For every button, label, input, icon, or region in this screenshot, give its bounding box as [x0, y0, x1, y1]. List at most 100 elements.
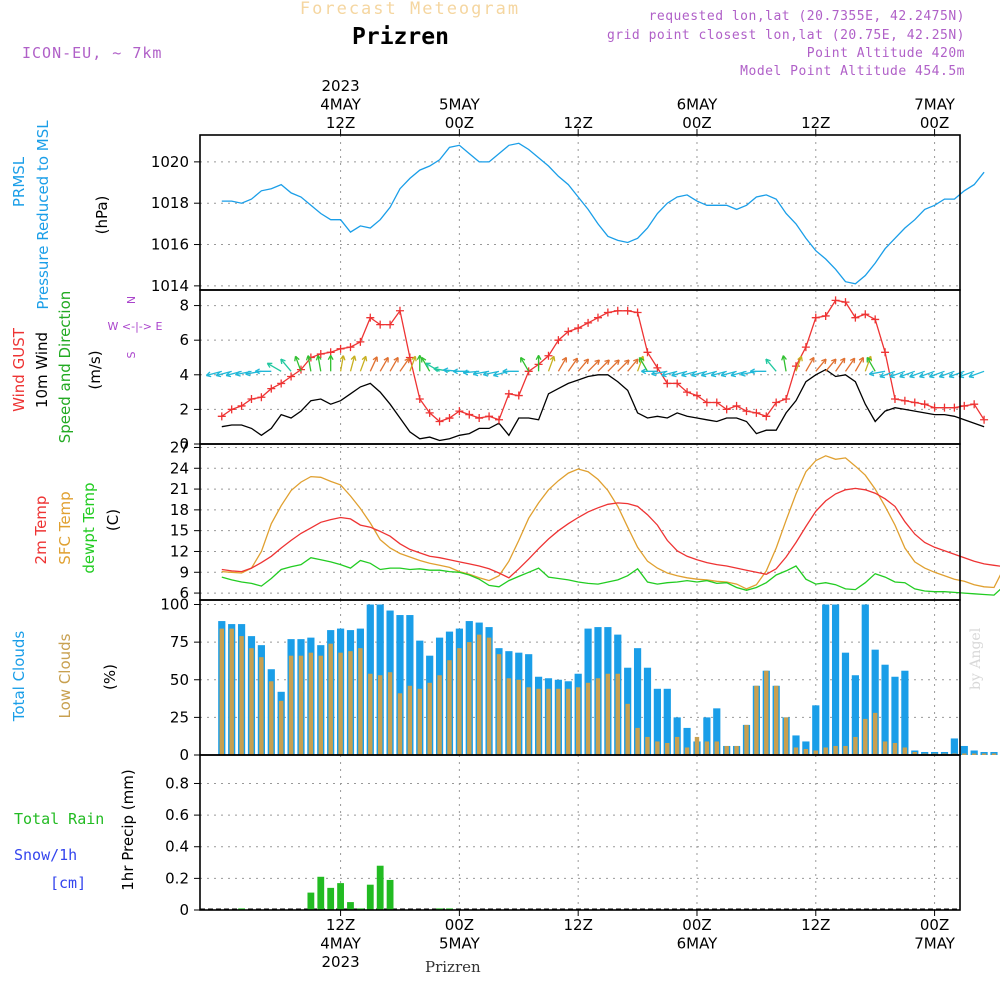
y-tick-label: 0.4	[165, 838, 189, 856]
wind-arrowhead	[583, 358, 590, 365]
gust-marker	[742, 407, 751, 416]
low-cloud-bar	[556, 688, 561, 755]
gust-marker	[435, 417, 444, 426]
y-tick-label: 9	[179, 563, 189, 581]
wind-direction-arrow	[607, 359, 620, 372]
gust-marker	[475, 414, 484, 423]
y-tick-label: 4	[179, 366, 189, 384]
precip-axis-label: 1hr Precip (mm)	[119, 769, 137, 890]
low-cloud-bar	[447, 660, 452, 755]
gust-marker	[890, 395, 899, 404]
low-cloud-bar	[239, 636, 244, 755]
gust-marker	[881, 348, 890, 357]
rain-bar	[317, 876, 325, 910]
wind-arrowhead	[831, 358, 837, 365]
gust-marker	[702, 398, 711, 407]
top-time-label: 7MAY	[914, 96, 956, 114]
total-cloud-bar	[683, 727, 691, 755]
low-cloud-bar	[437, 675, 442, 755]
gust-marker	[643, 348, 652, 357]
rain-bar	[307, 892, 315, 910]
gust-marker	[930, 403, 939, 412]
wind-direction-arrow	[919, 370, 935, 378]
gust-marker	[603, 308, 612, 317]
gust-marker	[277, 379, 286, 388]
total-cloud-bar	[851, 675, 859, 755]
y-tick-label: 15	[170, 522, 189, 540]
gust-marker	[653, 363, 662, 372]
wind-arrowhead	[720, 371, 727, 378]
wind-arrowhead	[651, 370, 657, 377]
low-cloud-bar	[506, 678, 512, 755]
wind-direction-arrow	[520, 357, 530, 372]
wind-direction-arrow	[597, 359, 610, 372]
gust-marker	[287, 372, 296, 381]
total-cloud-bar	[812, 705, 820, 755]
gust-marker	[465, 410, 474, 419]
wind-arrowhead	[433, 366, 439, 373]
y-tick-label: 0.8	[165, 774, 189, 792]
low-cloud-bar	[744, 724, 749, 755]
point-altitude: Point Altitude 420m	[806, 46, 965, 61]
gust-marker	[425, 408, 434, 417]
panel-frame-wind	[199, 289, 961, 445]
low-cloud-bar	[546, 688, 551, 755]
total-cloud-bar	[831, 604, 840, 755]
wind-direction-arrow	[958, 370, 975, 378]
low-cloud-bar	[971, 753, 977, 755]
low-cloud-bar	[991, 753, 997, 755]
total-cloud-bar	[871, 649, 879, 755]
low-cloud-bar	[793, 747, 799, 755]
wind-direction-arrow	[844, 357, 856, 372]
wind-arrowhead	[638, 356, 645, 363]
gust-marker	[593, 313, 602, 322]
top-time-label: 00Z	[682, 114, 711, 132]
total-cloud-bar	[841, 652, 850, 755]
gust-marker	[940, 403, 949, 412]
low-cloud-bar	[278, 700, 284, 755]
y-tick-label: 100	[160, 596, 189, 614]
wind-arrowhead	[372, 356, 379, 362]
top-time-label: 12Z	[563, 114, 592, 132]
gust-marker	[732, 401, 741, 410]
wind-direction-arrow	[889, 370, 906, 378]
wind-arrowhead	[740, 370, 746, 377]
wind-arrowhead	[421, 356, 427, 363]
requested-coords: requested lon,lat (20.7355E, 42.2475N)	[648, 9, 965, 24]
low-cloud-bar	[259, 657, 264, 755]
total-cloud-bar	[950, 738, 958, 755]
gust-marker	[980, 415, 989, 424]
wind-arrowhead	[225, 371, 232, 378]
y-tick-label: 27	[170, 438, 189, 456]
gust-marker	[485, 412, 494, 421]
low-cloud-bar	[397, 693, 403, 755]
pressure-label-long: Pressure Reduced to MSL	[34, 120, 52, 310]
wind-arrowhead	[305, 355, 312, 361]
rain-bar	[376, 865, 384, 910]
wind-arrowhead	[919, 372, 925, 379]
gust-marker	[267, 384, 276, 393]
wind-direction-arrow	[339, 355, 344, 372]
total-cloud-bar	[960, 745, 968, 755]
low-cloud-bar	[496, 654, 502, 755]
wind-direction-arrow	[617, 359, 630, 372]
temp-label-sfc: SFC Temp	[56, 491, 74, 564]
low-cloud-bar	[724, 745, 729, 755]
gust-marker	[514, 391, 523, 400]
clouds-label-total: Total Clouds	[10, 631, 28, 723]
low-cloud-bar	[872, 712, 878, 755]
low-cloud-bar	[843, 745, 848, 755]
low-cloud-bar	[486, 637, 492, 755]
wind-arrowhead	[604, 359, 610, 365]
low-cloud-bar	[665, 742, 670, 755]
wind-label-gust: Wind GUST	[10, 327, 28, 412]
top-time-label: 5MAY	[439, 96, 481, 114]
wind-arrowhead	[730, 371, 737, 378]
gust-marker	[326, 348, 335, 357]
low-cloud-bar	[655, 741, 660, 755]
wind-direction-arrow	[587, 359, 600, 372]
wind-arrowhead	[839, 357, 846, 364]
low-cloud-bar	[635, 727, 640, 755]
wind-label-speed-dir: Speed and Direction	[56, 291, 74, 444]
